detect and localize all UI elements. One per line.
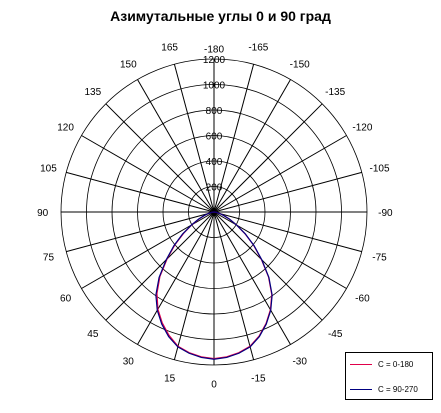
- angle-tick-label: 165: [161, 42, 178, 53]
- chart-title: Азимутальные углы 0 и 90 град: [110, 8, 331, 24]
- legend-swatch: [350, 388, 372, 390]
- angle-tick-label: 30: [123, 356, 135, 367]
- angle-tick-label: -15: [251, 374, 266, 385]
- angle-tick-label: -180: [204, 44, 224, 55]
- angle-tick-label: -90: [378, 208, 393, 219]
- angle-tick-label: 90: [37, 208, 49, 219]
- angle-tick-labels: 0 -15 -30 -45 -60 -75 -90 -105 -120 -135 -150 -165 -…: [37, 42, 393, 390]
- angle-tick-label: 0: [211, 379, 217, 390]
- data-series: [155, 211, 273, 360]
- grid-spoke: [81, 135, 215, 213]
- angle-tick-label: -135: [325, 87, 345, 98]
- grid-spoke: [213, 64, 255, 213]
- series-line: [155, 211, 273, 360]
- radial-tick-labels: 0 200 400 600 800 1000 1200: [203, 55, 226, 219]
- angle-tick-label: 75: [43, 252, 55, 263]
- angle-tick-label: -60: [355, 294, 370, 305]
- legend-swatch: [350, 363, 372, 365]
- grid-spoke: [213, 79, 291, 213]
- radial-tick-label: 800: [206, 106, 223, 117]
- grid-spoke: [213, 171, 362, 213]
- grid-spoke: [105, 211, 215, 321]
- legend-label: C = 0-180: [378, 359, 414, 369]
- radial-tick-label: 400: [206, 157, 223, 168]
- angle-tick-label: 105: [40, 164, 57, 175]
- angle-tick-label: 15: [164, 374, 176, 385]
- grid-spoke: [213, 103, 323, 213]
- radial-tick-label: 1200: [203, 55, 226, 66]
- angle-tick-label: 45: [87, 329, 99, 340]
- angle-tick-label: -105: [370, 164, 390, 175]
- angle-tick-label: 150: [120, 60, 137, 71]
- radial-tick-label: 200: [206, 183, 223, 194]
- grid-spoke: [173, 211, 215, 360]
- grid-spoke: [105, 103, 215, 213]
- angle-tick-label: -120: [352, 122, 372, 133]
- legend-label: C = 90-270: [378, 384, 418, 394]
- grid-spoke: [213, 211, 362, 253]
- angle-tick-label: -30: [292, 356, 307, 367]
- angle-tick-label: 120: [57, 122, 74, 133]
- angle-tick-label: -165: [248, 42, 268, 53]
- angle-tick-label: -150: [290, 60, 310, 71]
- radial-tick-label: 0: [211, 208, 217, 219]
- grid-spoke: [213, 135, 347, 213]
- grid-spoke: [137, 211, 215, 345]
- radial-tick-label: 600: [206, 132, 223, 143]
- legend-item: C = 90-270: [350, 382, 418, 396]
- radial-tick-label: 1000: [203, 81, 226, 92]
- angle-tick-label: 60: [60, 294, 72, 305]
- legend-item: C = 0-180: [350, 357, 413, 371]
- grid-spoke: [213, 211, 291, 345]
- grid-spoke: [213, 211, 323, 321]
- angle-tick-label: -45: [328, 329, 343, 340]
- grid-spoke: [213, 211, 255, 360]
- grid-spoke: [66, 171, 215, 213]
- angle-tick-label: 135: [84, 87, 101, 98]
- grid-spoke: [66, 211, 215, 253]
- grid-spoke: [137, 79, 215, 213]
- legend: C = 0-180 C = 90-270: [345, 352, 433, 400]
- grid-spoke: [173, 64, 215, 213]
- angle-tick-label: -75: [372, 252, 387, 263]
